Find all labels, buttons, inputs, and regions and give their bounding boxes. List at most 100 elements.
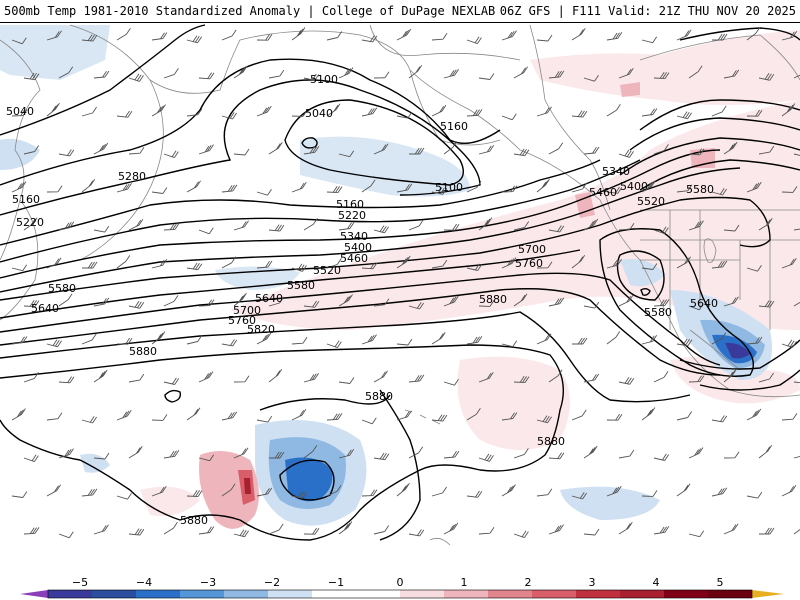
wind-barb	[151, 331, 166, 345]
wind-barb	[653, 526, 670, 535]
colorbar-extend-low	[20, 590, 48, 598]
wind-barb	[443, 223, 460, 231]
wind-barb	[186, 180, 201, 193]
colorbar-segment	[92, 590, 137, 598]
contour-label: 5580	[686, 183, 714, 196]
island	[429, 537, 451, 546]
wind-barb	[572, 337, 588, 345]
wind-barb	[723, 451, 740, 459]
height-contour	[679, 339, 800, 370]
colorbar-segment	[48, 590, 93, 598]
colorbar-tick: 1	[461, 576, 468, 589]
wind-barb	[606, 485, 622, 497]
wind-barb	[128, 218, 144, 231]
wind-barb	[396, 410, 412, 421]
wind-barb	[163, 223, 180, 231]
anomaly-negative-region	[725, 342, 750, 359]
colorbar: −5 −4 −3 −2 −1 0 1 2 3 4 5	[0, 575, 800, 600]
colorbar-segment	[532, 590, 577, 598]
wind-barb	[513, 448, 529, 459]
wind-barb	[23, 454, 39, 463]
contour-label: 5520	[637, 195, 665, 208]
wind-barb	[688, 375, 705, 383]
wind-barb	[431, 486, 447, 497]
wind-barb	[396, 111, 413, 119]
wind-barb	[711, 415, 728, 423]
wind-barb	[116, 337, 133, 345]
wind-barb	[513, 530, 529, 539]
colorbar-segment	[224, 590, 269, 598]
wind-barb	[501, 185, 518, 193]
wind-barb	[326, 340, 342, 349]
wind-barb	[221, 112, 237, 120]
wind-barb	[198, 371, 214, 383]
wind-barb	[618, 222, 635, 231]
height-contour	[0, 272, 721, 366]
model-run-info: 06Z GFS | F111 Valid: 21Z THU NOV 20 202…	[499, 4, 796, 18]
height-contour	[640, 288, 651, 296]
wind-barb	[793, 153, 800, 156]
wind-barb	[641, 407, 656, 421]
wind-barb	[163, 377, 180, 385]
wind-barb	[58, 376, 75, 384]
wind-barb	[409, 147, 425, 155]
wind-barb	[746, 336, 763, 345]
contour-label: 5640	[31, 302, 59, 315]
contour-label: 5880	[365, 390, 393, 403]
wind-barb	[641, 108, 658, 117]
colorbar-extend-high	[752, 590, 784, 598]
wind-barb	[221, 184, 238, 193]
wind-barb	[81, 34, 98, 42]
wind-barb	[163, 295, 179, 307]
wind-barb	[653, 72, 670, 80]
wind-barb	[186, 35, 202, 44]
wind-barb	[583, 74, 599, 82]
wind-barb	[326, 31, 343, 41]
anomaly-positive-region	[620, 82, 640, 97]
wind-barb	[536, 178, 550, 193]
map-panel: 5040 5160 5220 5280 5100 5040 5160 5100 …	[0, 23, 800, 575]
wind-barb	[58, 448, 74, 459]
colorbar-tick: −1	[328, 576, 344, 589]
height-contour	[0, 149, 721, 279]
wind-barb	[256, 415, 273, 423]
contour-label: 5760	[515, 257, 543, 270]
wind-barb	[291, 27, 306, 41]
wind-barb	[128, 528, 145, 536]
wind-barb	[758, 145, 775, 155]
contour-labels: 5040 5160 5220 5280 5100 5040 5160 5100 …	[6, 73, 718, 527]
height-contour	[639, 99, 800, 131]
wind-barb	[711, 188, 727, 196]
wind-barb	[712, 33, 728, 41]
height-contour	[699, 369, 800, 391]
colorbar-segment	[708, 590, 753, 598]
wind-barb	[536, 488, 553, 497]
contour-label: 5160	[440, 120, 468, 133]
contour-label: 5160	[12, 193, 40, 206]
wind-barb	[373, 143, 389, 155]
wind-barb	[233, 148, 250, 156]
wind-barb	[443, 141, 458, 155]
wind-barb	[198, 454, 215, 462]
wind-barb	[583, 301, 600, 309]
wind-barb	[606, 331, 621, 345]
wind-barb	[431, 331, 446, 345]
wind-barb	[746, 109, 763, 117]
wind-barb	[291, 110, 308, 117]
wind-barb	[128, 301, 145, 309]
wind-barb	[676, 256, 691, 269]
contour-label: 5160	[336, 198, 364, 211]
height-contour	[284, 99, 464, 186]
contour-label: 5460	[589, 186, 617, 199]
wind-barb	[606, 258, 622, 269]
wind-barb	[466, 263, 483, 271]
wind-barb	[221, 256, 237, 269]
height-contour	[629, 117, 800, 151]
wind-barb	[338, 294, 353, 307]
wind-barb	[723, 69, 740, 79]
colorbar-ticks: −5 −4 −3 −2 −1 0 1 2 3 4 5	[72, 576, 724, 589]
wind-barb	[653, 226, 669, 235]
map-header: 500mb Temp 1981-2010 Standardized Anomal…	[0, 0, 800, 23]
wind-barb	[269, 451, 285, 459]
wind-barb	[688, 65, 703, 79]
